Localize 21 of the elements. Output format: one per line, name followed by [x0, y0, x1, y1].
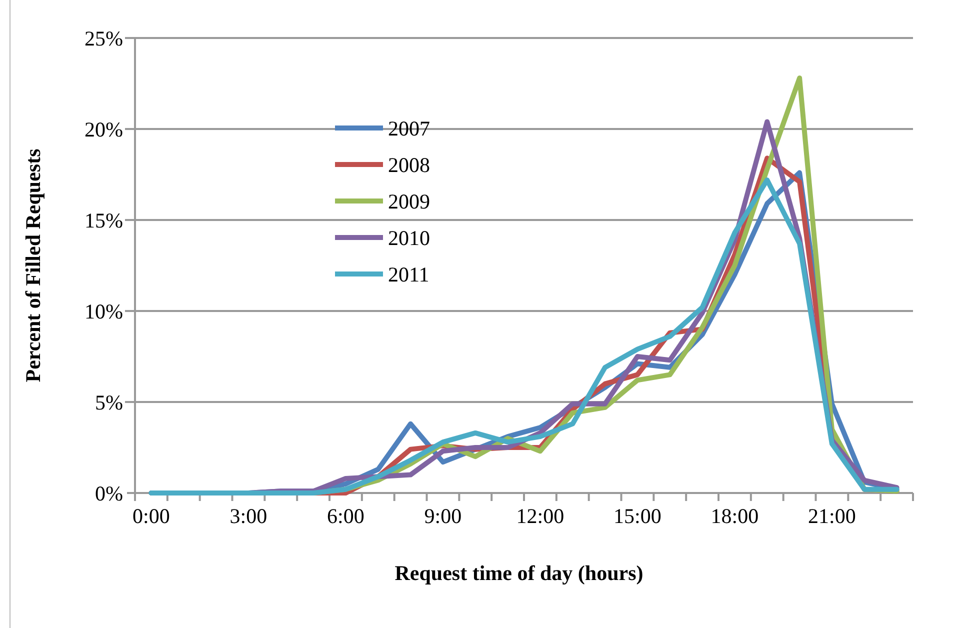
legend-label: 2009	[388, 189, 430, 214]
y-tick-label: 0%	[95, 481, 123, 506]
x-axis-title: Request time of day (hours)	[394, 561, 644, 585]
y-axis-title: Percent of Filled Requests	[21, 148, 45, 382]
y-tick-label: 20%	[84, 117, 123, 142]
y-tick-label: 5%	[95, 390, 123, 414]
legend-label: 2010	[388, 226, 430, 250]
x-tick-label: 9:00	[424, 504, 462, 528]
y-tick-label: 10%	[84, 299, 123, 324]
y-tick-label: 15%	[84, 208, 123, 232]
y-tick-label: 25%	[84, 26, 123, 50]
x-tick-label: 15:00	[614, 504, 662, 528]
x-tick-label: 3:00	[230, 504, 268, 528]
x-tick-label: 18:00	[710, 504, 759, 528]
x-tick-label: 6:00	[327, 504, 364, 528]
legend-label: 2011	[388, 262, 430, 286]
legend-label: 2007	[388, 116, 430, 140]
x-tick-label: 21:00	[808, 504, 856, 528]
x-tick-label: 12:00	[516, 504, 564, 528]
legend-label: 2008	[388, 152, 430, 177]
x-tick-label: 0:00	[132, 504, 170, 528]
